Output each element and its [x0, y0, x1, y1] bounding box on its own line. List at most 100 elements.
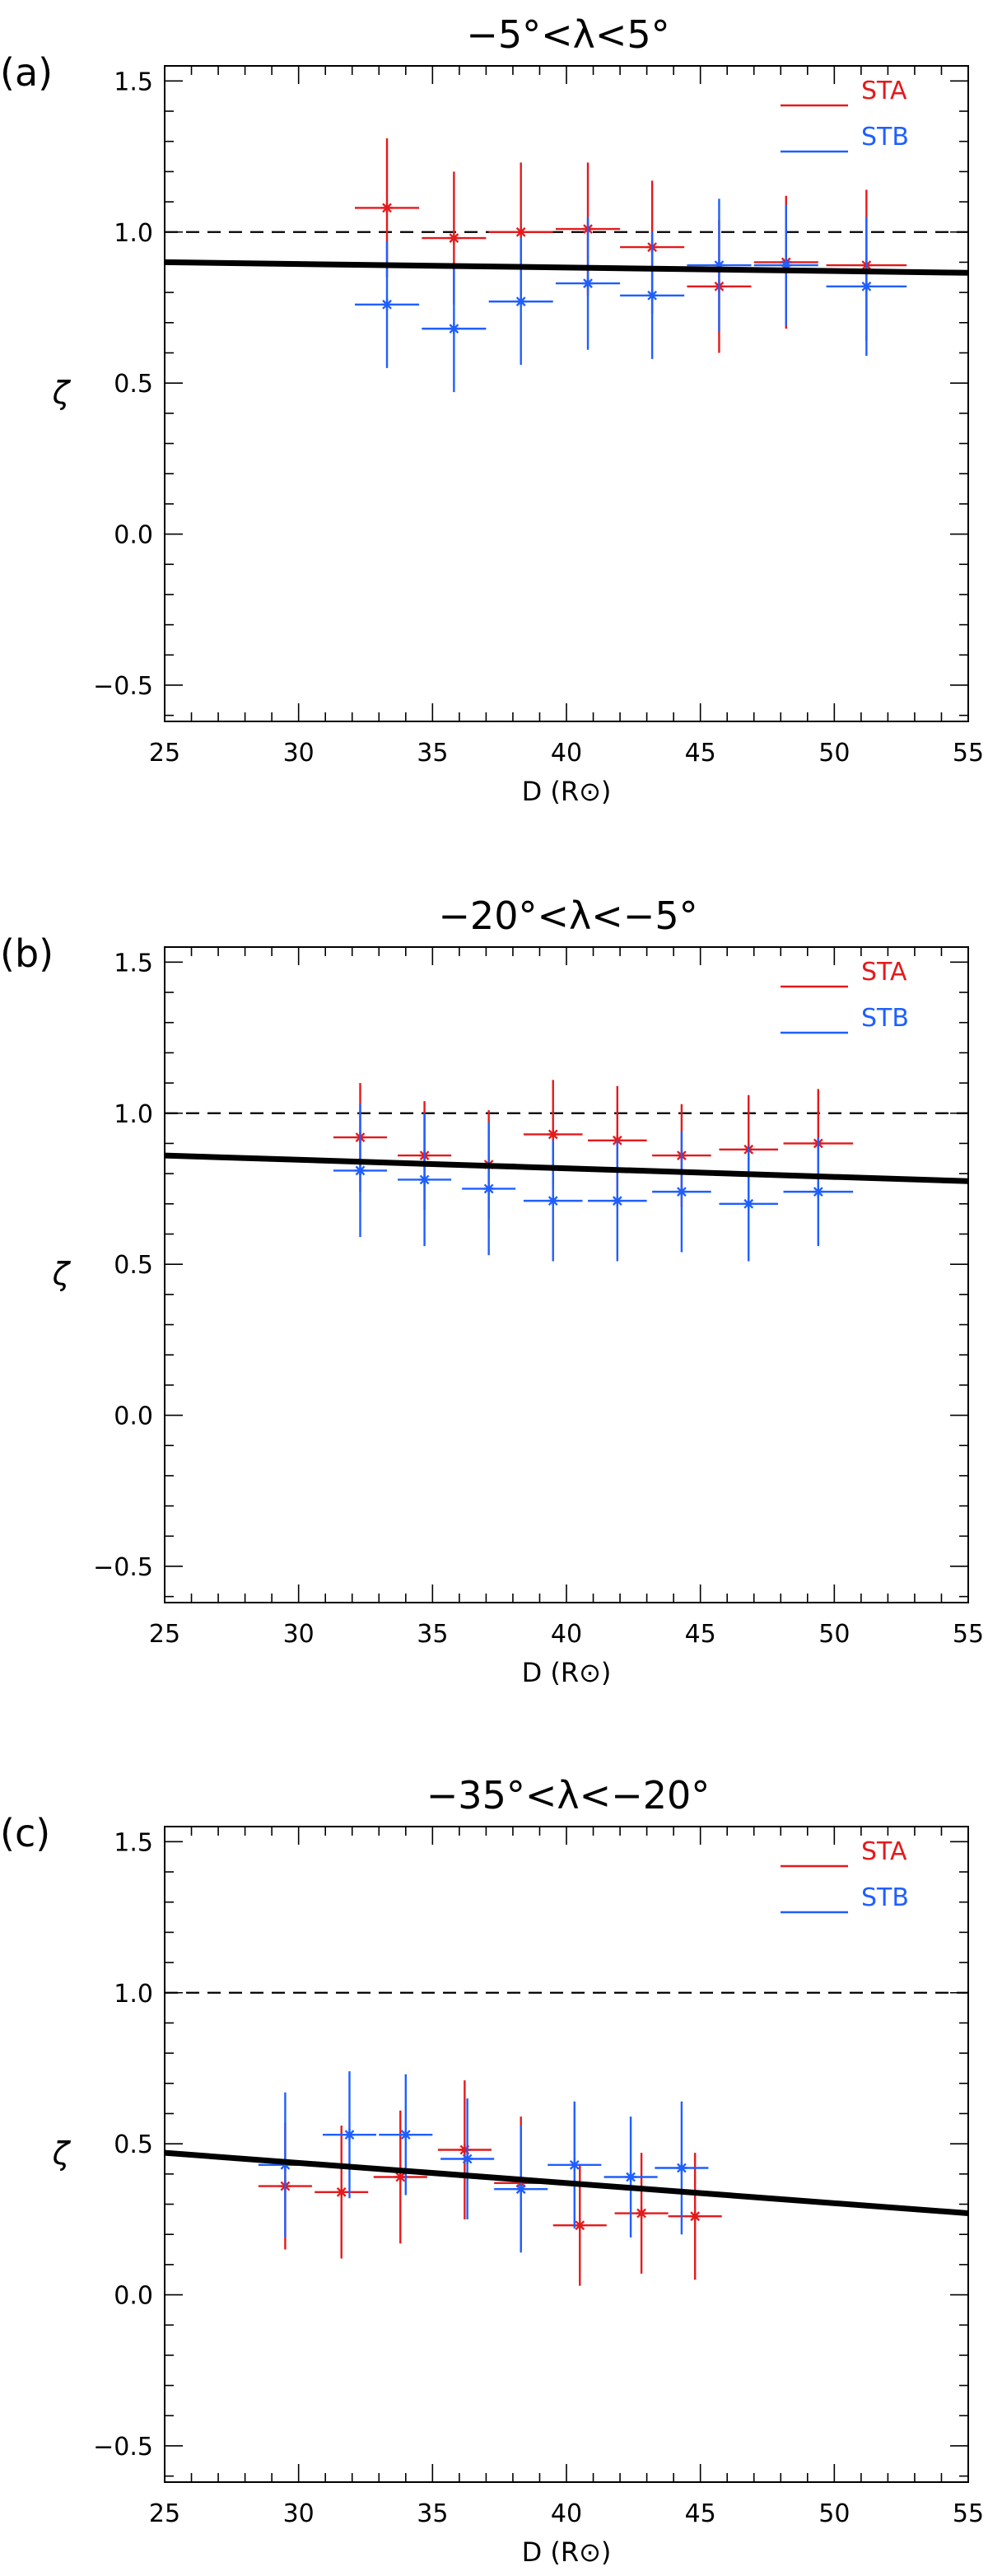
data-point [448, 232, 459, 244]
panel-label: (a) [0, 50, 53, 95]
series-sta [333, 1080, 853, 1219]
x-axis-label: D (R⊙) [522, 2536, 612, 2568]
x-tick-label: 55 [953, 2499, 984, 2528]
fit-line [165, 1155, 968, 1181]
chart-panel-b: −20°<λ<−5° (b) 25 30 35 40 45 50 55 −0.5 0.0 0.5 1.0… [0, 894, 984, 1688]
panel-label: (c) [0, 1811, 50, 1855]
x-tick-label: 50 [818, 1620, 850, 1649]
data-point [548, 1195, 559, 1206]
figure: −5°<λ<5° (a) 25 30 35 40 45 50 55 −0.5 0.0 0.5 1.0 1.… [0, 0, 988, 2576]
data-point [459, 2144, 470, 2155]
y-axis-label: ζ [52, 1256, 72, 1292]
x-axis-label: D (R⊙) [522, 1657, 612, 1688]
legend-label-sta: STA [861, 77, 907, 105]
y-tick-label: 1.0 [114, 1100, 153, 1129]
series-sta [259, 2080, 722, 2285]
y-tick-label: 1.5 [114, 949, 153, 978]
y-tick-label: 0.0 [114, 521, 153, 550]
x-tick-label: 25 [149, 739, 180, 768]
y-tick-label: −0.5 [93, 1553, 153, 1582]
data-point [336, 2186, 347, 2198]
series-sta [355, 138, 906, 352]
x-tick-label: 40 [551, 1620, 582, 1649]
data-point [612, 1195, 623, 1206]
y-tick-label: 1.0 [114, 1980, 153, 2009]
x-tick-label: 50 [818, 2499, 850, 2528]
y-tick-label: 0.5 [114, 2130, 153, 2159]
data-point [462, 2154, 473, 2165]
x-tick-label: 40 [551, 2499, 582, 2528]
data-point [574, 2219, 585, 2231]
x-tick-label: 45 [685, 2499, 716, 2528]
plot-frame [165, 66, 968, 721]
chart-title: −35°<λ<−20° [426, 1773, 710, 1818]
data-point [419, 1174, 431, 1185]
series-stb [355, 198, 906, 392]
y-tick-label: 1.5 [114, 68, 153, 96]
data-point [569, 2159, 580, 2171]
x-tick-label: 45 [685, 739, 716, 768]
data-point [646, 290, 658, 301]
chart-title: −20°<λ<−5° [438, 894, 697, 938]
y-tick-label: −0.5 [93, 672, 153, 701]
data-point [400, 2129, 412, 2140]
data-point [548, 1128, 559, 1140]
x-axis-label: D (R⊙) [522, 776, 612, 807]
y-tick-label: 0.5 [114, 1251, 153, 1280]
chart-title: −5°<λ<5° [466, 12, 669, 57]
x-tick-label: 55 [953, 739, 984, 768]
data-point [582, 278, 594, 289]
data-point [813, 1186, 824, 1197]
data-point [381, 299, 393, 310]
legend-label-stb: STB [861, 1883, 909, 1912]
x-tick-label: 40 [551, 739, 582, 768]
panel-label: (b) [0, 931, 54, 976]
legend-label-stb: STB [861, 123, 909, 152]
fit-line [165, 262, 968, 273]
y-tick-label: −0.5 [93, 2433, 153, 2462]
y-axis-label: ζ [52, 375, 72, 411]
data-point [636, 2208, 647, 2219]
x-tick-label: 25 [149, 2499, 180, 2528]
x-tick-label: 30 [283, 739, 315, 768]
x-tick-label: 45 [685, 1620, 716, 1649]
series-stb [333, 1104, 853, 1262]
data-point [515, 296, 527, 307]
y-tick-label: 1.5 [114, 1828, 153, 1857]
y-tick-label: 1.0 [114, 219, 153, 248]
x-tick-label: 35 [417, 2499, 448, 2528]
x-tick-label: 35 [417, 1620, 448, 1649]
x-tick-label: 35 [417, 739, 448, 768]
chart-panel-c: −35°<λ<−20° (c) 25 30 35 40 45 50 55 −0.5 0.0 0.5 1.… [0, 1773, 984, 2568]
data-point [515, 226, 527, 238]
legend-label-sta: STA [861, 1837, 907, 1866]
x-tick-label: 30 [283, 1620, 315, 1649]
plot-frame [165, 947, 968, 1603]
data-point [448, 323, 459, 334]
data-point [743, 1198, 754, 1210]
data-point [343, 2129, 355, 2140]
x-tick-label: 50 [818, 739, 850, 768]
data-point [354, 1164, 366, 1176]
y-tick-label: 0.0 [114, 2282, 153, 2311]
data-point [483, 1183, 495, 1194]
data-point [676, 2163, 687, 2174]
data-point [381, 202, 393, 213]
legend-label-stb: STB [861, 1004, 909, 1033]
legend: STA STB [781, 77, 909, 152]
y-axis-label: ζ [52, 2135, 72, 2172]
chart-panel-a: −5°<λ<5° (a) 25 30 35 40 45 50 55 −0.5 0.0 0.5 1.0 1.… [0, 12, 984, 807]
legend: STA STB [781, 958, 909, 1033]
data-point [689, 2210, 701, 2222]
y-tick-label: 0.5 [114, 370, 153, 399]
data-point [515, 2183, 527, 2195]
data-point [676, 1186, 687, 1197]
legend: STA STB [781, 1837, 909, 1912]
legend-label-sta: STA [861, 958, 907, 987]
y-tick-label: 0.0 [114, 1402, 153, 1431]
data-point [860, 281, 872, 292]
x-tick-label: 55 [953, 1620, 984, 1649]
data-point [625, 2172, 636, 2183]
x-tick-label: 25 [149, 1620, 180, 1649]
x-tick-label: 30 [283, 2499, 315, 2528]
